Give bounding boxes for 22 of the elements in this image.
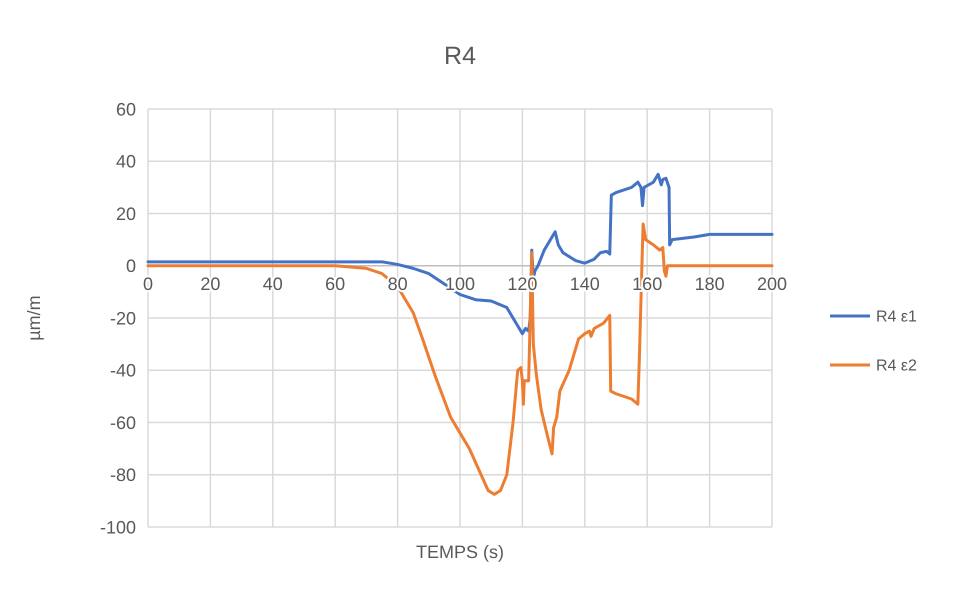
legend-label: R4 ε1 — [876, 308, 918, 326]
x-tick-label: 0 — [142, 274, 154, 294]
x-tick-label: 140 — [570, 274, 600, 294]
y-tick-label: 40 — [116, 152, 136, 172]
y-tick-label: -20 — [110, 308, 136, 328]
x-tick-label: 100 — [444, 274, 476, 294]
y-tick-label: 0 — [126, 256, 136, 276]
y-tick-label: -80 — [110, 465, 136, 486]
y-tick-label: -100 — [100, 517, 136, 538]
y-axis-title: µm/m — [24, 295, 44, 341]
x-tick-label: 60 — [325, 274, 346, 294]
y-tick-label: -60 — [110, 412, 136, 433]
x-tick-label: 20 — [200, 274, 220, 294]
chart-title: R4 — [444, 42, 476, 70]
y-tick-label: -40 — [110, 360, 136, 381]
y-tick-label: 20 — [116, 204, 136, 224]
x-tick-label: 180 — [694, 274, 725, 294]
x-tick-label: 200 — [756, 274, 788, 294]
y-tick-label: 60 — [116, 99, 136, 120]
x-tick-label: 40 — [262, 274, 283, 294]
legend-label: R4 ε2 — [876, 358, 918, 375]
x-axis-title: TEMPS (s) — [416, 542, 504, 562]
